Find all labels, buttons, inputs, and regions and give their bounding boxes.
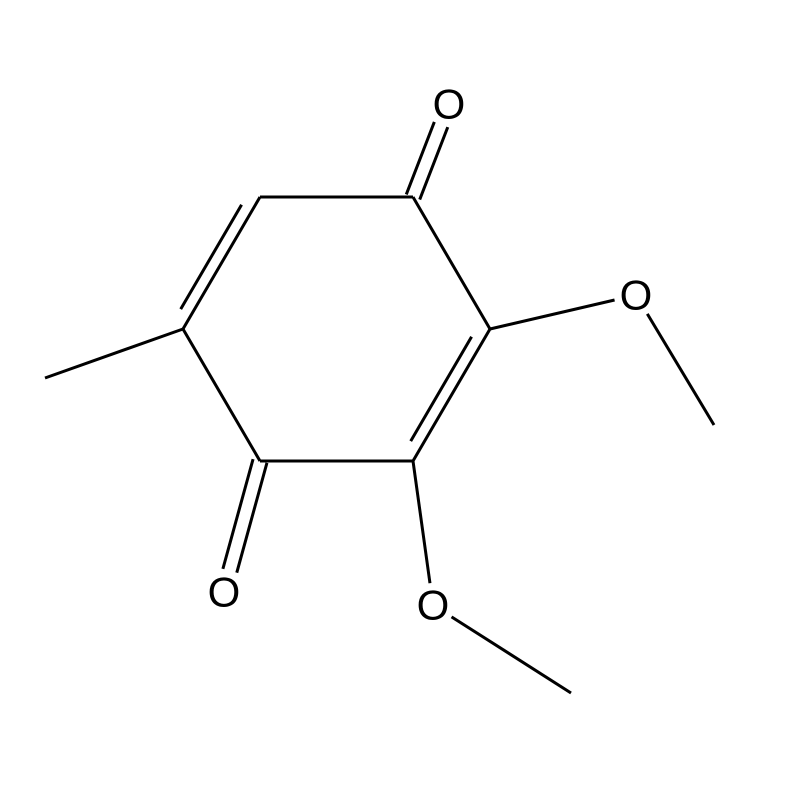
double-bond-inner	[411, 337, 472, 441]
bond	[647, 314, 714, 425]
double-bond	[420, 127, 448, 199]
double-bond	[237, 463, 267, 573]
atom-label-o: O	[620, 272, 653, 319]
bond	[45, 329, 183, 378]
double-bond	[223, 459, 253, 569]
molecule-diagram: O O O O	[0, 0, 800, 800]
bond	[183, 197, 260, 329]
bond	[452, 617, 571, 693]
atom-label-o: O	[433, 81, 466, 128]
bond	[490, 300, 615, 329]
bond	[413, 329, 490, 461]
atom-label-o: O	[208, 569, 241, 616]
bond	[183, 329, 260, 461]
bond	[413, 197, 490, 329]
atom-label-o: O	[417, 582, 450, 629]
double-bond-inner	[181, 205, 242, 309]
double-bond	[406, 122, 434, 194]
bond	[413, 461, 430, 583]
